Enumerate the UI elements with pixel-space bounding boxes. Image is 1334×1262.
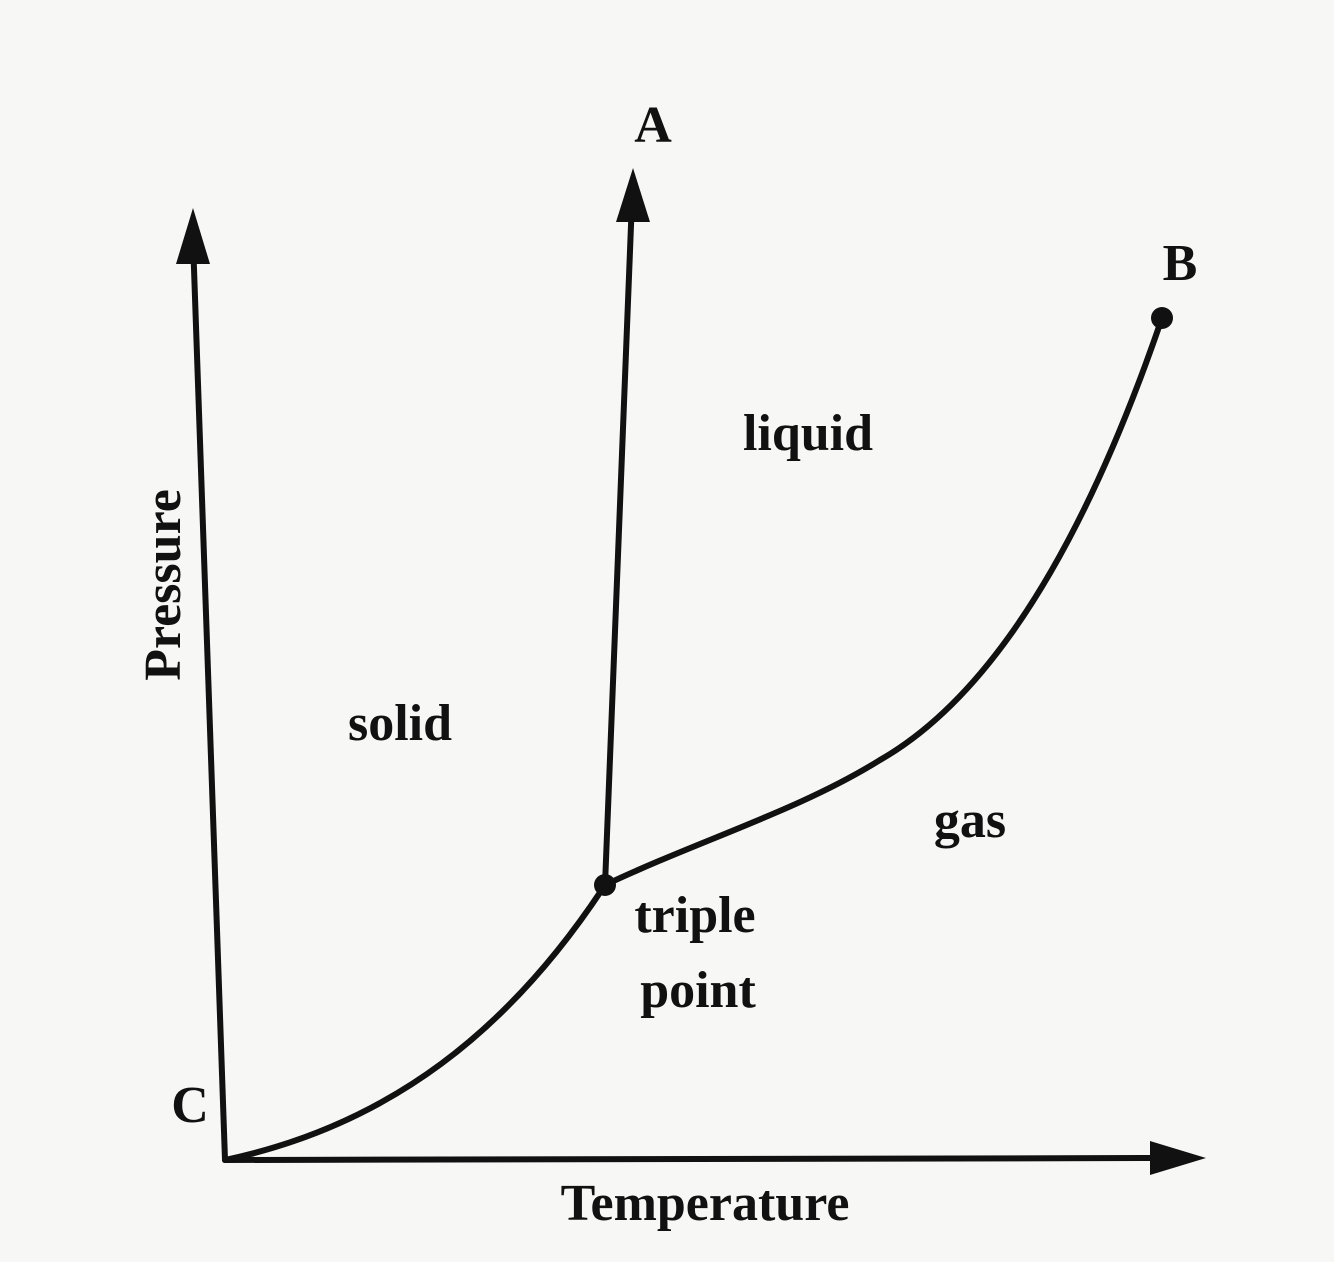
x-axis-arrow xyxy=(1150,1141,1206,1175)
x-axis-label: Temperature xyxy=(561,1175,850,1232)
melting-line-arrow xyxy=(616,168,650,222)
solid-label: solid xyxy=(348,695,452,752)
triple-point-label: triple xyxy=(634,887,755,944)
sublimation-curve xyxy=(222,882,608,1163)
gas-label: gas xyxy=(934,792,1006,849)
triple-point-dot xyxy=(594,874,616,896)
liquid-label: liquid xyxy=(743,405,873,462)
vaporization-curve xyxy=(602,315,1165,888)
x-axis xyxy=(222,1155,1173,1163)
point-b-dot xyxy=(1151,307,1173,329)
triple-point-label: point xyxy=(640,962,756,1019)
point-c-label: C xyxy=(171,1077,209,1134)
point-a-label: A xyxy=(634,97,672,154)
y-axis-label: Pressure xyxy=(135,489,192,681)
y-axis-arrow xyxy=(176,208,210,264)
melting-line xyxy=(602,197,635,888)
point-b-label: B xyxy=(1163,235,1198,292)
y-axis xyxy=(190,237,228,1163)
